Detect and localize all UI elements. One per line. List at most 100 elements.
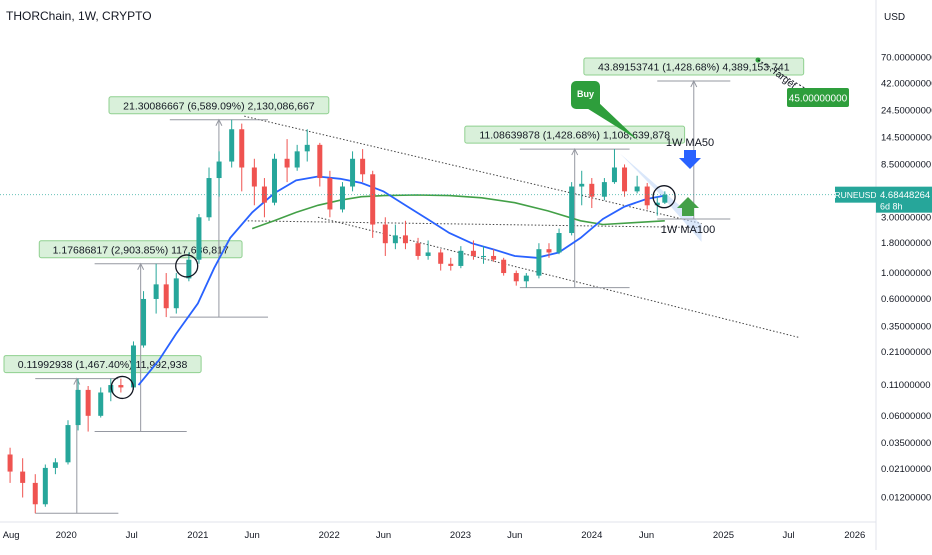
y-tick-label: 1.00000000 [881, 268, 931, 279]
channel-lower-line [317, 216, 800, 339]
x-tick-label: 2022 [319, 530, 340, 541]
candle-body [339, 186, 345, 210]
y-tick-label: 0.60000000 [881, 294, 931, 305]
x-tick-label: 2025 [713, 530, 734, 541]
x-tick-label: Aug [3, 530, 20, 541]
last-price-value: 4.68448264 [880, 190, 930, 201]
candle-body [216, 161, 222, 179]
candle-body [163, 284, 169, 309]
y-tick-label: 70.00000000 [881, 52, 932, 63]
candle-body [470, 250, 476, 256]
candle-body [536, 249, 542, 276]
y-tick-label: 0.35000000 [881, 321, 931, 332]
x-tick-label: Jun [639, 530, 654, 541]
candle-body [153, 284, 159, 299]
candle-body [271, 158, 277, 203]
candle-body [7, 454, 13, 472]
candle-body [75, 389, 81, 426]
measure-label-box [464, 125, 686, 144]
y-tick-label: 0.21000000 [881, 347, 931, 358]
y-tick-label: 14.50000000 [881, 132, 932, 143]
candle-body [317, 144, 323, 179]
ma100-arrow-icon [677, 197, 699, 216]
x-tick-label: 2024 [581, 530, 602, 541]
candle-body [662, 194, 668, 203]
candle-body [141, 298, 147, 346]
x-tick-label: Jul [783, 530, 795, 541]
last-price-box [876, 186, 932, 213]
highlight-circle [652, 185, 676, 209]
candle-body [622, 167, 628, 192]
y-tick-label: 0.03500000 [881, 438, 931, 449]
candle-body [304, 144, 310, 152]
candle-body [284, 158, 290, 168]
ma100-label: 1W MA100 [661, 224, 715, 236]
candle-body [392, 235, 398, 244]
candle-body [579, 183, 585, 187]
candle-body [481, 255, 487, 257]
countdown-value: 6d 8h [880, 202, 903, 212]
candle-body [601, 182, 607, 197]
ma50-line [137, 175, 665, 386]
candle-body [186, 259, 192, 279]
symbol-tag-box [835, 186, 876, 203]
buy-label: Buy [577, 89, 594, 99]
currency-label: USD [884, 12, 905, 23]
candle-body [569, 186, 575, 234]
candle-body [611, 167, 617, 183]
candle-body [20, 471, 26, 483]
target-line [757, 59, 809, 91]
candle-body [402, 235, 408, 244]
candle-body [42, 467, 48, 505]
candle-body [173, 278, 179, 309]
candle-body [382, 224, 388, 244]
candle-body [425, 252, 431, 256]
candle-body [644, 186, 650, 206]
measure-label: 1.17686817 (2,903.85%) 117,686,817 [53, 244, 229, 256]
candle-body [350, 158, 356, 187]
channel-upper-line [244, 115, 702, 225]
candle-body [501, 259, 507, 274]
candle-body [294, 151, 300, 168]
candle-body [448, 263, 454, 266]
chart-title: THORChain, 1W, CRYPTO [6, 9, 152, 23]
y-tick-label: 0.02100000 [881, 464, 931, 475]
measure-label: 0.11992938 (1,467.40%) 11,992,938 [18, 359, 188, 371]
highlight-circle [175, 254, 199, 278]
measure-label-box [38, 240, 243, 259]
measure-arrow [690, 79, 698, 88]
y-tick-label: 0.06000000 [881, 411, 931, 422]
candle-body [360, 158, 366, 175]
candle-body [327, 178, 333, 210]
candle-body [32, 482, 38, 505]
target-value-box [787, 88, 849, 107]
x-tick-label: Jun [245, 530, 260, 541]
candle-body [415, 243, 421, 256]
y-tick-label: 0.11000000 [881, 380, 931, 391]
y-tick-label: 8.50000000 [881, 159, 931, 170]
candle-body [196, 217, 202, 260]
y-tick-label: 1.80000000 [881, 238, 931, 249]
candle-body [458, 250, 464, 266]
x-tick-label: 2023 [450, 530, 471, 541]
y-tick-label: 42.00000000 [881, 78, 932, 89]
candle-body [65, 425, 71, 463]
buy-callout-pointer [585, 101, 638, 140]
measure-label: 11.08639878 (1,428.68%) 1,108,639,878 [479, 130, 670, 142]
x-tick-label: 2020 [56, 530, 77, 541]
candle-body [546, 249, 552, 253]
candle-body [118, 385, 124, 388]
measure-arrow [571, 147, 579, 156]
buy-callout-box [571, 81, 600, 109]
channel-middle-line [244, 220, 702, 229]
candle-body [438, 252, 444, 264]
y-tick-label: 24.50000000 [881, 106, 932, 117]
x-tick-label: 2021 [187, 530, 208, 541]
candle-body [556, 233, 562, 253]
y-tick-label: 3.00000000 [881, 212, 931, 223]
candle-body [229, 129, 235, 162]
ma50-label: 1W MA50 [666, 137, 714, 149]
